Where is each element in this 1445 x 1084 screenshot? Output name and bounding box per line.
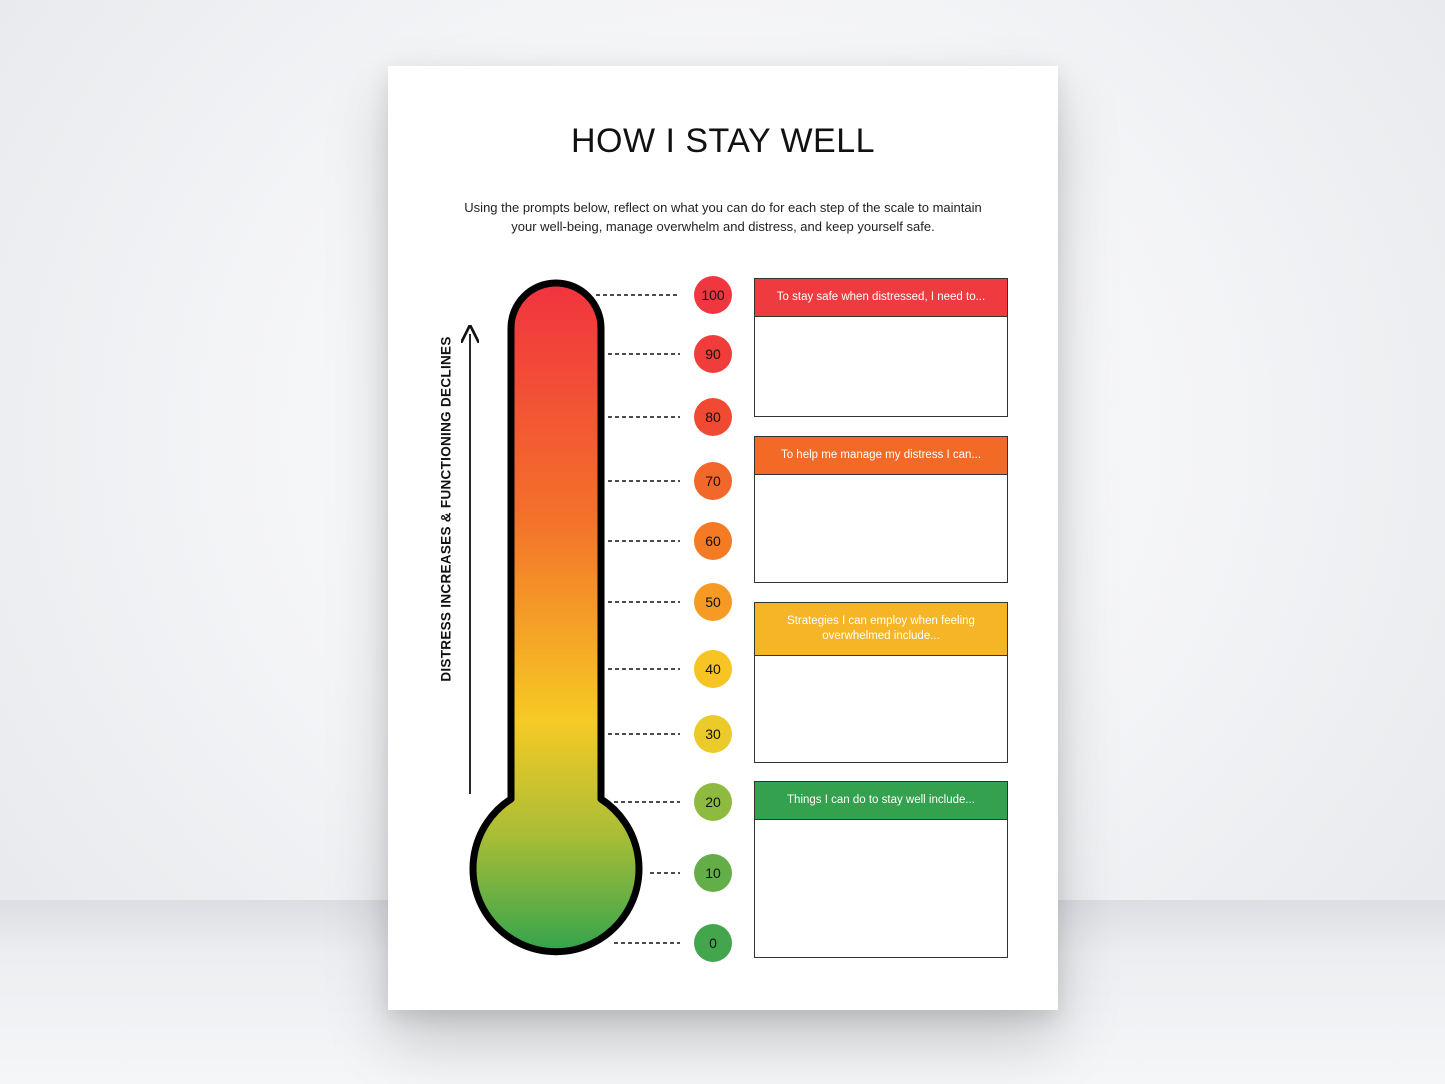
scale-badge-40: 40	[694, 650, 732, 688]
writing-area-stay-safe[interactable]	[755, 317, 1007, 416]
prompt-header-overwhelmed: Strategies I can employ when feeling ove…	[755, 603, 1007, 656]
scale-badge-20: 20	[694, 783, 732, 821]
writing-area-stay-well[interactable]	[755, 820, 1007, 957]
prompt-box-overwhelmed: Strategies I can employ when feeling ove…	[754, 602, 1008, 763]
thermometer-graphic	[388, 279, 680, 956]
writing-area-manage-distress[interactable]	[755, 475, 1007, 582]
thermometer-body	[469, 279, 643, 956]
worksheet-page: HOW I STAY WELL Using the prompts below,…	[388, 66, 1058, 1010]
prompt-box-manage-distress: To help me manage my distress I can...	[754, 436, 1008, 583]
scale-badge-70: 70	[694, 462, 732, 500]
scale-badge-10: 10	[694, 854, 732, 892]
writing-area-overwhelmed[interactable]	[755, 656, 1007, 762]
tick-lines	[596, 294, 680, 944]
prompt-header-stay-well: Things I can do to stay well include...	[755, 782, 1007, 820]
prompt-header-stay-safe: To stay safe when distressed, I need to.…	[755, 279, 1007, 317]
axis-label: DISTRESS INCREASES & FUNCTIONING DECLINE…	[438, 336, 454, 682]
scale-badge-100: 100	[694, 276, 732, 314]
prompt-box-stay-well: Things I can do to stay well include...	[754, 781, 1008, 958]
prompt-header-manage-distress: To help me manage my distress I can...	[755, 437, 1007, 475]
scale-badge-80: 80	[694, 398, 732, 436]
intro-text: Using the prompts below, reflect on what…	[464, 200, 982, 234]
prompt-box-stay-safe: To stay safe when distressed, I need to.…	[754, 278, 1008, 417]
scale-badge-0: 0	[694, 924, 732, 962]
page-title: HOW I STAY WELL	[570, 122, 876, 160]
scale-badge-90: 90	[694, 335, 732, 373]
scale-badge-50: 50	[694, 583, 732, 621]
scale-badge-60: 60	[694, 522, 732, 560]
scale-badge-30: 30	[694, 715, 732, 753]
